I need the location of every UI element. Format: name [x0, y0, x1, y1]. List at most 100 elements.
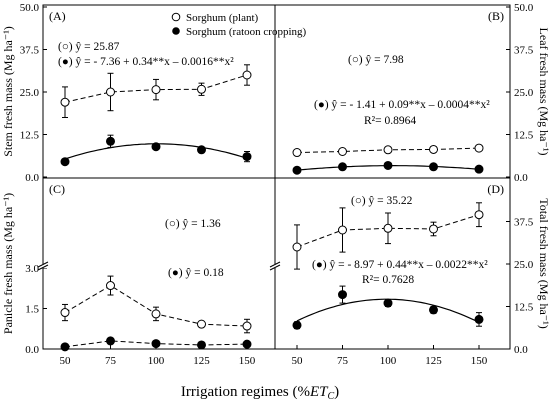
data-point-ratoon — [60, 342, 70, 352]
data-point-plant — [60, 308, 70, 318]
data-point-plant — [60, 97, 70, 107]
y-tick-label: 50.0 — [514, 2, 534, 14]
axis-break-gap — [271, 264, 279, 268]
legend-ratoon-marker — [172, 27, 180, 35]
x-tick-label: 100 — [380, 355, 397, 367]
data-point-ratoon — [197, 340, 206, 350]
y-axis-title: Leaf fresh mass (Mg ha⁻¹) — [537, 28, 550, 156]
x-tick-label: 75 — [105, 355, 117, 367]
data-point-plant — [338, 147, 347, 156]
equation-annotation: (○) ŷ = 35.22 — [351, 195, 413, 207]
y-tick-label: 25.0 — [20, 87, 40, 99]
data-point-ratoon — [292, 165, 302, 175]
legend-plant-label: Sorghum (plant) — [186, 12, 259, 24]
y-tick-label: 12.5 — [514, 302, 534, 314]
x-tick-label: 125 — [193, 355, 210, 367]
data-point-plant — [292, 148, 302, 158]
x-tick-label: 100 — [148, 355, 165, 367]
panel-label: (A) — [49, 9, 66, 23]
data-point-ratoon — [106, 336, 115, 346]
x-tick-label: 150 — [239, 355, 256, 367]
data-point-plant — [383, 223, 393, 233]
data-point-plant — [338, 225, 347, 235]
y-tick-label: 0.0 — [25, 344, 39, 356]
data-point-ratoon — [429, 162, 438, 172]
legend-ratoon-label: Sorghum (ratoon cropping) — [186, 26, 307, 38]
data-point-ratoon — [242, 152, 252, 162]
data-point-plant — [197, 319, 206, 329]
equation-annotation: (●) ŷ = - 7.36 + 0.34**x – 0.0016**x² — [58, 56, 234, 68]
x-tick-label: 50 — [292, 355, 304, 367]
data-point-plant — [106, 87, 115, 97]
y-tick-label: 3.0 — [25, 263, 39, 275]
y-tick-label: 1.5 — [25, 304, 39, 316]
axis-break-mark — [37, 264, 49, 271]
y-axis-title: Panicle fresh mass (Mg ha⁻¹) — [1, 193, 15, 334]
data-point-plant — [383, 145, 393, 155]
x-axis-title-main: Irrigation regimes (% — [181, 384, 310, 400]
y-tick-label: 25.0 — [514, 259, 534, 271]
x-tick-label: 125 — [425, 355, 442, 367]
data-point-ratoon — [151, 339, 161, 349]
data-point-plant — [197, 84, 206, 94]
data-point-plant — [292, 242, 302, 252]
x-tick-label: 75 — [337, 355, 349, 367]
data-point-ratoon — [338, 162, 347, 172]
chart-panels: 50 75 100 125 150 50 75 100 125 150 0.0 12.5 25.0 37.… — [1, 2, 550, 367]
y-tick-label: 50.0 — [20, 2, 40, 14]
data-point-plant — [429, 144, 438, 154]
y-axis-title: Total fresh mass (Mg ha⁻¹) — [537, 198, 550, 328]
panel-d: 0.0 12.5 25.0 37.5 (D) Total fresh mass (Mg h… — [292, 182, 550, 356]
data-point-plant — [242, 70, 252, 80]
x-axis-title: Irrigation regimes (%ETC) — [181, 384, 339, 402]
axis-break-gap — [39, 264, 47, 268]
y-tick-label: 12.5 — [514, 130, 534, 142]
data-point-ratoon — [338, 290, 347, 300]
x-tick-label: 150 — [471, 355, 488, 367]
panel-label: (C) — [49, 182, 65, 196]
x-tick-label: 50 — [60, 355, 72, 367]
legend-plant-marker — [171, 12, 181, 22]
y-tick-label: 37.5 — [514, 45, 534, 57]
data-point-ratoon — [383, 160, 393, 170]
equation-annotation: R²= 0.7628 — [362, 274, 414, 286]
y-tick-label: 0.0 — [25, 172, 39, 184]
data-point-plant — [474, 210, 484, 220]
equation-annotation: (○) ŷ = 7.98 — [348, 54, 404, 66]
y-tick-label: 25.0 — [514, 87, 534, 99]
panel-c: 0.0 1.5 3.0 (C) Panicle fresh mass (Mg ha⁻¹) — [1, 182, 252, 356]
data-point-ratoon — [242, 339, 252, 349]
data-point-ratoon — [474, 314, 484, 324]
data-point-ratoon — [197, 145, 206, 155]
panel-label: (B) — [488, 9, 504, 23]
y-tick-label: 0.0 — [514, 344, 528, 356]
data-point-plant — [106, 281, 115, 291]
axis-break-mark — [269, 264, 281, 271]
data-point-ratoon — [383, 298, 393, 308]
y-tick-label: 37.5 — [20, 45, 40, 57]
equation-annotation: (●) ŷ = 0.18 — [168, 267, 224, 279]
panel-a: 0.0 12.5 25.0 37.5 50.0 (A) Stem fresh mass (M… — [1, 2, 252, 184]
equation-annotation: (●) ŷ = - 1.41 + 0.09**x – 0.0004**x² — [314, 99, 490, 111]
panel-b: 0.0 12.5 25.0 37.5 50.0 (B) Leaf fresh mass (M… — [292, 2, 550, 184]
y-tick-label: 0.0 — [514, 172, 528, 184]
data-point-ratoon — [429, 305, 438, 315]
panel-label: (D) — [487, 182, 504, 196]
x-axis-title-close: ) — [334, 384, 339, 400]
data-point-ratoon — [474, 164, 484, 174]
axis-break-mark — [269, 261, 281, 268]
series-plant-dashed-line — [296, 214, 480, 248]
x-axis-title-et: ET — [309, 384, 329, 400]
data-point-ratoon — [60, 157, 70, 167]
data-point-ratoon — [151, 142, 161, 152]
equation-annotation: (○) ŷ = 1.36 — [165, 218, 221, 230]
equation-annotation: (●) ŷ = - 8.97 + 0.44**x – 0.0022**x² — [312, 259, 488, 271]
x-axis-title-sub: C — [327, 391, 334, 402]
data-point-plant — [151, 85, 161, 95]
data-point-plant — [151, 309, 161, 319]
data-point-ratoon — [292, 320, 302, 330]
y-axis-title: Stem fresh mass (Mg ha⁻¹) — [1, 26, 15, 157]
legend: Sorghum (plant) Sorghum (ratoon cropping… — [171, 12, 307, 38]
axis-break-mark — [37, 261, 49, 268]
